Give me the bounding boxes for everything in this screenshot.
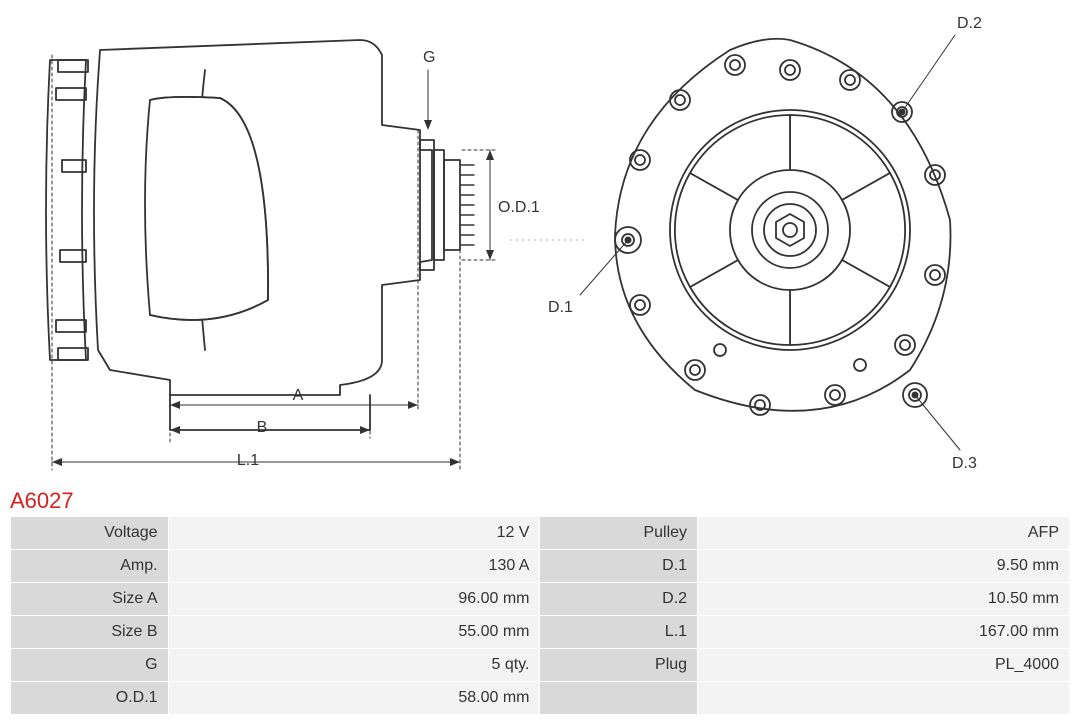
spec-val: AFP bbox=[698, 517, 1070, 550]
label-g: G bbox=[423, 49, 435, 66]
label-a: A bbox=[293, 387, 304, 404]
front-view bbox=[615, 39, 951, 415]
label-l1: L.1 bbox=[237, 452, 259, 469]
spec-table: Voltage12 V PulleyAFP Amp.130 A D.19.50 … bbox=[10, 516, 1070, 715]
spec-key: Voltage bbox=[11, 517, 169, 550]
label-d2: D.2 bbox=[957, 15, 982, 32]
label-d1: D.1 bbox=[548, 299, 573, 316]
label-d3: D.3 bbox=[952, 455, 977, 472]
part-code: A6027 bbox=[10, 488, 74, 514]
spec-key: Pulley bbox=[540, 517, 698, 550]
spec-val: 12 V bbox=[168, 517, 540, 550]
side-view bbox=[46, 40, 474, 430]
side-dimensions bbox=[52, 55, 585, 470]
label-b: B bbox=[257, 419, 268, 436]
technical-drawing: G O.D.1 A B L.1 D.2 D.1 D.3 bbox=[0, 0, 1080, 485]
label-od1: O.D.1 bbox=[498, 199, 540, 216]
